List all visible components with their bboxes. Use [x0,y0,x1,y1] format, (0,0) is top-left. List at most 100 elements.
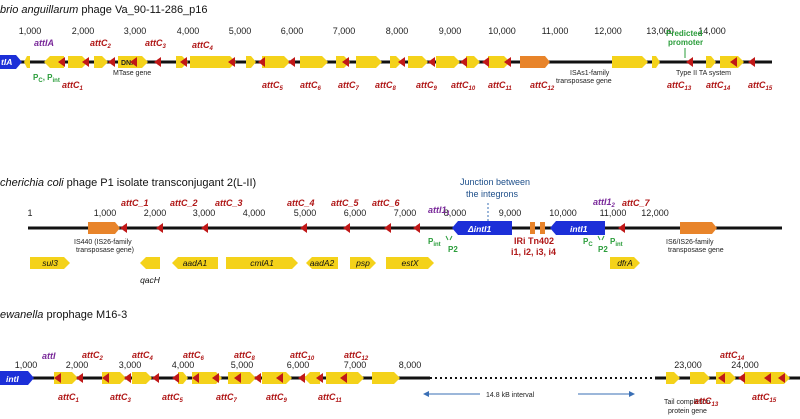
attC-site [58,57,65,67]
gene-cassette [192,372,222,384]
panel1-isas1-label: ISAs1-family [570,70,610,77]
attC-site [192,373,199,383]
panel2-promoter-ticks [445,235,605,241]
attC-site [298,373,305,383]
attC-site [152,373,159,383]
axis-tick-label: 2,000 [72,26,95,36]
panel2-title: cherichia coli phage P1 isolate transcon… [0,177,256,189]
attC-site [120,223,127,233]
panel1-integrase-label: tIA [1,57,12,67]
gene-cassette [706,56,716,68]
attC-site [172,373,179,383]
axis-tick-label: 12,000 [594,26,622,36]
attC-label: attC15 [752,392,777,404]
panel1-dna-label: DNA [121,60,136,67]
attC-site [730,57,737,67]
attC-site [228,57,235,67]
gene-cassette [652,56,660,68]
gene-cassette [690,372,710,384]
axis-tick-label: 2,000 [66,360,89,370]
attC-site [254,373,261,383]
panel3-title: ewanella prophage M16-3 [0,309,127,321]
panel2-p2-left: P2 [448,245,458,254]
panel1-isas1-gene [520,56,550,68]
panel1-integrase-gene [0,55,22,69]
attC-site [343,223,350,233]
axis-tick-label: 10,000 [549,208,577,218]
attC-site [108,57,115,67]
attC-site [156,223,163,233]
attC-label: attC4 [132,350,154,362]
axis-tick-label: 4,000 [243,208,266,218]
axis-tick-label: 13,000 [646,26,674,36]
gene-cassette [68,56,88,68]
panel2-pint-left: Pint [428,237,441,248]
panel3-intI-label: intI [6,374,19,384]
attC-site [212,373,219,383]
gene-label-estX: estX [401,258,418,268]
attC-site [764,373,771,383]
panel1-title: brio anguillarum phage Va_90-11-286_p16 [0,4,208,16]
gene-label-aadA1: aadA1 [183,258,208,268]
attC-label: attC6 [183,350,205,362]
attC-site [180,57,187,67]
panel1-mtase-label: MTase gene [113,70,151,77]
attC-label: attC_2 [170,198,198,208]
gene-cassette [132,372,152,384]
attC-label: attC2 [82,350,104,362]
axis-tick-label: 5,000 [231,360,254,370]
gene-cassette [436,56,460,68]
panel2-p2-right: P2 [598,245,608,254]
panel3-attI-label: attI [42,351,56,361]
gene-psp [350,257,376,269]
attC-label: attC9 [266,392,288,404]
gene-cassette [716,372,736,384]
axis-tick-label: 1,000 [15,360,38,370]
gene-cassette [372,372,400,384]
panel-vibrio: brio anguillarum phage Va_90-11-286_p16 … [0,4,773,92]
attC-label: attC14 [706,80,731,92]
gene-cassette [408,56,428,68]
attC-site [738,373,745,383]
panel1-attC-sites [58,57,755,67]
gene-cassette [24,56,30,68]
attC-label: attC3 [110,392,132,404]
panel2-iri-marks [530,222,545,234]
panel2-is440-gene [88,222,120,234]
attC-site [258,57,265,67]
attC-label: attC_6 [372,198,401,208]
panel2-iri-sites: i1, i2, i3, i4 [511,247,556,257]
gene-cassette [666,372,680,384]
panel2-intI1-label: intI1 [570,224,588,234]
panel2-dintI1-label: ΔintI1 [467,224,491,234]
attC-label: attC11 [488,80,512,92]
panel2-attC-sites [120,223,625,233]
axis-tick-label: 11,000 [542,26,569,36]
gene-cassette [466,56,480,68]
axis-tick-label: 12,000 [641,208,669,218]
panel2-attI1-label-1: attI11 [428,205,451,217]
panel2-dintI1-gene [452,221,512,235]
axis-tick-label: 6,000 [287,360,310,370]
attC-site [686,57,693,67]
panel2-pc-right: PC [583,237,593,248]
attC-site [482,57,489,67]
axis-tick-label: 4,000 [172,360,195,370]
attC-site [288,57,295,67]
panel1-predicted-label-2: promoter [668,38,703,47]
gene-cmlA1 [226,257,298,269]
gene-label-aadA2: aadA2 [310,258,335,268]
attC-label: attC7 [338,80,360,92]
gene-cassette [612,56,648,68]
attC-label: attC_5 [331,198,360,208]
axis-tick-label: 8,000 [399,360,422,370]
attC-label: attC11 [318,392,342,404]
panel3-attC-labels: attC2 attC4 attC6 attC8 attC10 attC12 attC14 at… [58,350,777,408]
axis-tick-label: 1 [27,208,32,218]
attC-site [82,57,89,67]
attC-label: attC2 [90,38,112,50]
attC-site [102,373,109,383]
gene-cassette [228,372,256,384]
gene-label-psp: psp [355,258,370,268]
